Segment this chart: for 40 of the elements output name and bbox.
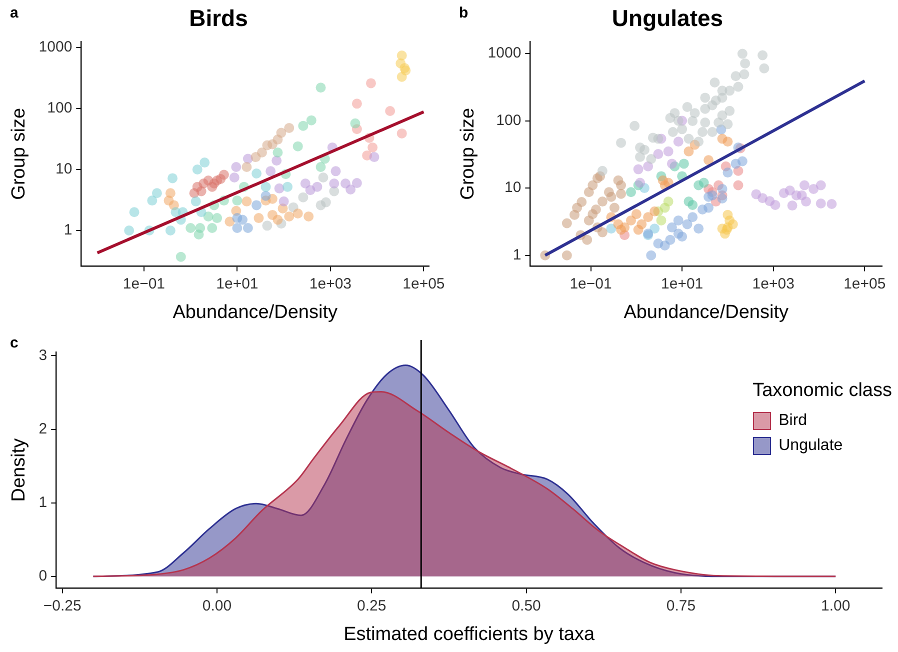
x-tick-label: 1e−01 bbox=[570, 275, 612, 292]
y-tick-label: 1 bbox=[64, 222, 72, 239]
x-tick-label: 1e−01 bbox=[122, 275, 166, 292]
y-tick-label: 3 bbox=[38, 346, 48, 364]
x-tick-label: 0.50 bbox=[512, 597, 541, 614]
x-tick-label: 1.00 bbox=[821, 597, 850, 614]
x-tick-label: 0.00 bbox=[202, 597, 232, 614]
y-tick-label: 1 bbox=[512, 246, 522, 264]
y-tick-label: 1 bbox=[38, 494, 48, 511]
x-tick-label: 1e+01 bbox=[661, 275, 704, 292]
x-tick-label: 1e+05 bbox=[402, 275, 445, 292]
x-axis-title: Estimated coefficients by taxa bbox=[344, 624, 596, 645]
y-axis-title: Density bbox=[8, 438, 30, 502]
text: a bbox=[10, 4, 19, 22]
y-axis-title: Group size bbox=[8, 108, 30, 200]
y-tick-label: 1000 bbox=[488, 44, 522, 62]
legend-label: Ungulate bbox=[778, 436, 843, 454]
x-tick-label: 0.25 bbox=[357, 597, 386, 614]
x-axis-title: Abundance/Density bbox=[172, 302, 338, 323]
text: c bbox=[10, 334, 18, 352]
y-tick-label: 100 bbox=[47, 100, 72, 117]
x-tick-label: −0.25 bbox=[43, 597, 82, 614]
legend-label: Bird bbox=[778, 412, 808, 430]
x-tick-label: 1e+03 bbox=[752, 275, 794, 292]
x-tick-label: 1e+01 bbox=[216, 275, 258, 292]
x-tick-label: 0.75 bbox=[666, 597, 696, 614]
chart-title: Birds bbox=[189, 5, 248, 32]
x-tick-label: 1e+03 bbox=[309, 275, 352, 292]
y-tick-label: 1000 bbox=[38, 38, 72, 56]
y-tick-label: 2 bbox=[38, 420, 48, 438]
text: b bbox=[459, 4, 468, 22]
y-tick-label: 100 bbox=[496, 112, 522, 129]
x-axis-title: Abundance/Density bbox=[624, 302, 789, 323]
legend-title: Taxonomic class bbox=[752, 380, 892, 402]
y-tick-label: 10 bbox=[504, 179, 522, 196]
y-tick-label: 10 bbox=[55, 160, 72, 178]
x-tick-label: 1e+05 bbox=[844, 275, 886, 292]
chart-title: Ungulates bbox=[612, 5, 724, 32]
y-tick-label: 0 bbox=[38, 568, 48, 585]
y-axis-title: Group size bbox=[458, 108, 479, 200]
